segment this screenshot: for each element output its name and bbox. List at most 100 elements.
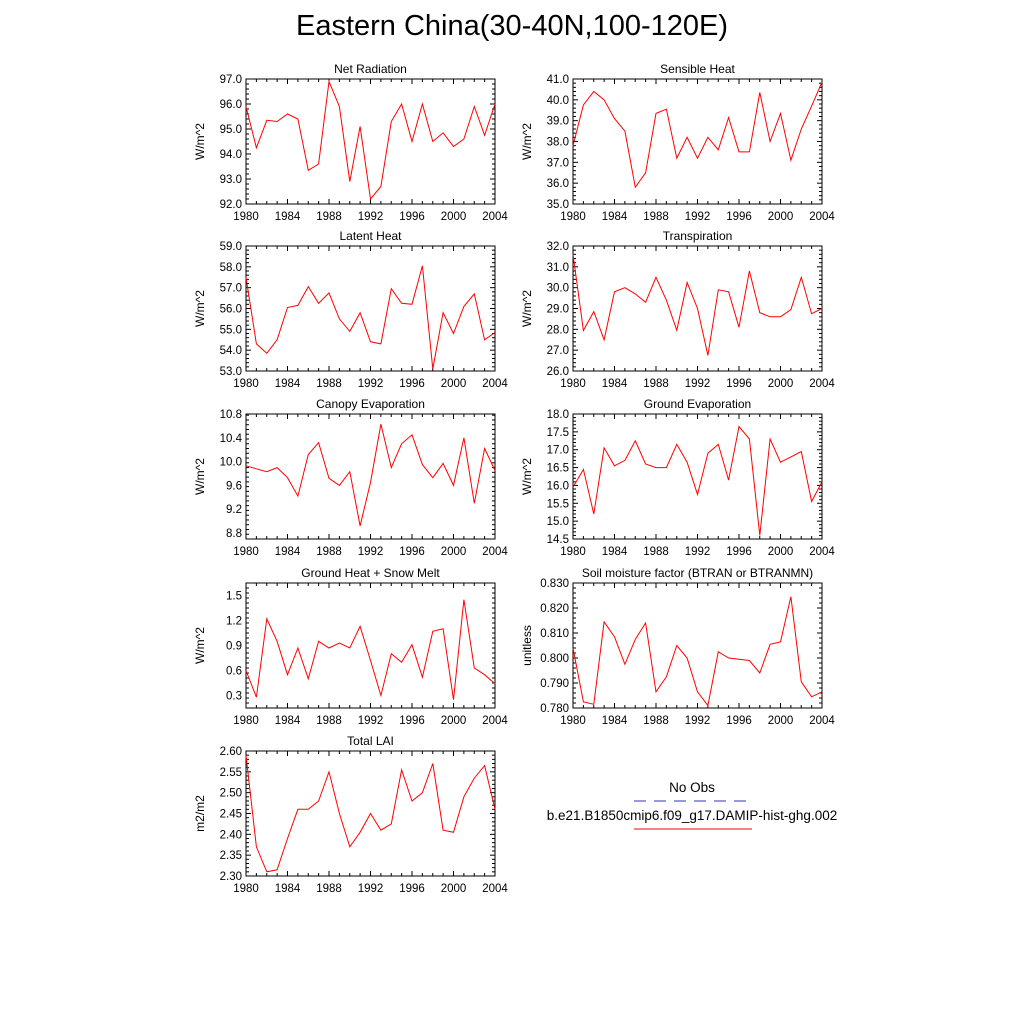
- panel-title: Sensible Heat: [660, 62, 735, 76]
- x-tick-label: 1992: [685, 211, 711, 223]
- x-tick-label: 1980: [560, 715, 586, 727]
- y-tick-label: 94.0: [220, 149, 242, 161]
- plot-frame: [572, 582, 823, 709]
- x-tick-label: 1996: [726, 211, 752, 223]
- y-tick-label: 55.0: [220, 324, 242, 336]
- x-tick-label: 1996: [399, 883, 425, 895]
- plot-frame: [245, 78, 496, 205]
- x-tick-label: 1996: [399, 378, 425, 390]
- x-tick-label: 1996: [399, 715, 425, 727]
- x-tick-label: 2000: [768, 546, 794, 558]
- y-tick-label: 0.6: [226, 666, 242, 678]
- y-tick-label: 56.0: [220, 304, 242, 316]
- x-tick-label: 2004: [809, 715, 835, 727]
- legend: No Obs b.e21.B1850cmip6.f09_g17.DAMIP-hi…: [547, 780, 837, 830]
- y-tick-label: 16.0: [547, 480, 569, 492]
- x-tick-label: 1984: [275, 715, 301, 727]
- y-tick-label: 36.0: [547, 178, 569, 190]
- x-tick-label: 1984: [602, 211, 628, 223]
- panels-group: 1980 1984 1988 1992 1996 2000 2004 92.0 93.0 94.0…: [193, 62, 835, 895]
- y-tick-label: 27.0: [547, 345, 569, 357]
- x-tick-label: 1988: [316, 546, 342, 558]
- y-tick-label: 9.2: [226, 504, 242, 516]
- x-tick-label: 1980: [233, 546, 259, 558]
- x-tick-label: 2000: [441, 378, 467, 390]
- y-tick-label: 2.40: [220, 829, 242, 841]
- panel-title: Total LAI: [347, 734, 394, 748]
- x-tick-label: 1980: [233, 378, 259, 390]
- y-tick-label: 93.0: [220, 174, 242, 186]
- y-tick-label: 17.5: [547, 427, 569, 439]
- x-tick-label: 1996: [399, 211, 425, 223]
- x-tick-label: 1992: [685, 378, 711, 390]
- x-tick-label: 1992: [358, 715, 384, 727]
- plot-frame: [245, 582, 496, 709]
- y-tick-label: 10.4: [220, 433, 243, 445]
- y-tick-label: 8.8: [226, 528, 242, 540]
- y-axis-label: W/m^2: [193, 627, 207, 664]
- chart-panel: 1980 1984 1988 1992 1996 2000 2004 26.0 27.0 28.0…: [520, 229, 835, 390]
- chart-panel: 1980 1984 1988 1992 1996 2000 2004 92.0 93.0 94.0…: [193, 62, 508, 223]
- y-tick-label: 38.0: [547, 137, 569, 149]
- x-tick-label: 1988: [643, 378, 669, 390]
- plot-frame: [245, 413, 496, 540]
- x-tick-label: 1984: [275, 546, 301, 558]
- x-tick-label: 1988: [643, 715, 669, 727]
- y-axis-label: m2/m2: [193, 795, 207, 832]
- y-tick-label: 0.780: [540, 703, 569, 715]
- y-tick-label: 41.0: [547, 74, 569, 86]
- x-tick-label: 1992: [685, 546, 711, 558]
- chart-panel: 1980 1984 1988 1992 1996 2000 2004 8.8 9.2 9.6 10.…: [193, 397, 508, 558]
- y-tick-label: 0.790: [540, 678, 569, 690]
- y-tick-label: 15.5: [547, 498, 569, 510]
- y-tick-label: 54.0: [220, 345, 242, 357]
- x-tick-label: 2004: [482, 546, 508, 558]
- x-tick-label: 2000: [441, 715, 467, 727]
- series-line: [572, 596, 823, 707]
- chart-panel: 1980 1984 1988 1992 1996 2000 2004 0.780 0.790 0.…: [520, 566, 835, 727]
- y-tick-label: 2.35: [220, 850, 242, 862]
- x-tick-label: 1992: [358, 211, 384, 223]
- x-tick-label: 1992: [685, 715, 711, 727]
- x-tick-label: 1984: [275, 378, 301, 390]
- y-tick-label: 0.3: [226, 691, 242, 703]
- panel-title: Latent Heat: [339, 229, 402, 243]
- x-tick-label: 1992: [358, 546, 384, 558]
- chart-panel: 1980 1984 1988 1992 1996 2000 2004 53.0 54.0 55.0…: [193, 229, 508, 390]
- x-tick-label: 2000: [768, 378, 794, 390]
- y-axis-label: W/m^2: [520, 458, 534, 495]
- x-tick-label: 2004: [482, 883, 508, 895]
- y-tick-label: 37.0: [547, 157, 569, 169]
- y-axis-label: W/m^2: [520, 290, 534, 327]
- x-tick-label: 2004: [809, 378, 835, 390]
- panel-title: Ground Evaporation: [644, 397, 751, 411]
- x-tick-label: 2000: [768, 211, 794, 223]
- y-axis-label: W/m^2: [193, 458, 207, 495]
- series-line: [245, 423, 496, 527]
- x-tick-label: 1996: [726, 378, 752, 390]
- plot-frame: [572, 78, 823, 205]
- y-tick-label: 17.0: [547, 445, 569, 457]
- y-tick-label: 39.0: [547, 116, 569, 128]
- series-line: [245, 265, 496, 369]
- panel-title: Ground Heat + Snow Melt: [301, 566, 440, 580]
- y-tick-label: 14.5: [547, 534, 569, 546]
- y-tick-label: 0.820: [540, 603, 569, 615]
- y-tick-label: 58.0: [220, 262, 242, 274]
- x-tick-label: 1984: [602, 378, 628, 390]
- x-tick-label: 2004: [809, 211, 835, 223]
- series-line: [245, 755, 496, 873]
- x-tick-label: 2004: [809, 546, 835, 558]
- x-tick-label: 1996: [726, 546, 752, 558]
- x-tick-label: 1984: [275, 211, 301, 223]
- x-tick-label: 2004: [482, 715, 508, 727]
- y-tick-label: 0.800: [540, 653, 569, 665]
- y-tick-label: 32.0: [547, 241, 569, 253]
- x-tick-label: 1980: [560, 546, 586, 558]
- y-tick-label: 2.55: [220, 767, 242, 779]
- y-tick-label: 96.0: [220, 99, 242, 111]
- legend-obs-label: No Obs: [669, 780, 715, 795]
- y-tick-label: 53.0: [220, 366, 242, 378]
- x-tick-label: 1996: [399, 546, 425, 558]
